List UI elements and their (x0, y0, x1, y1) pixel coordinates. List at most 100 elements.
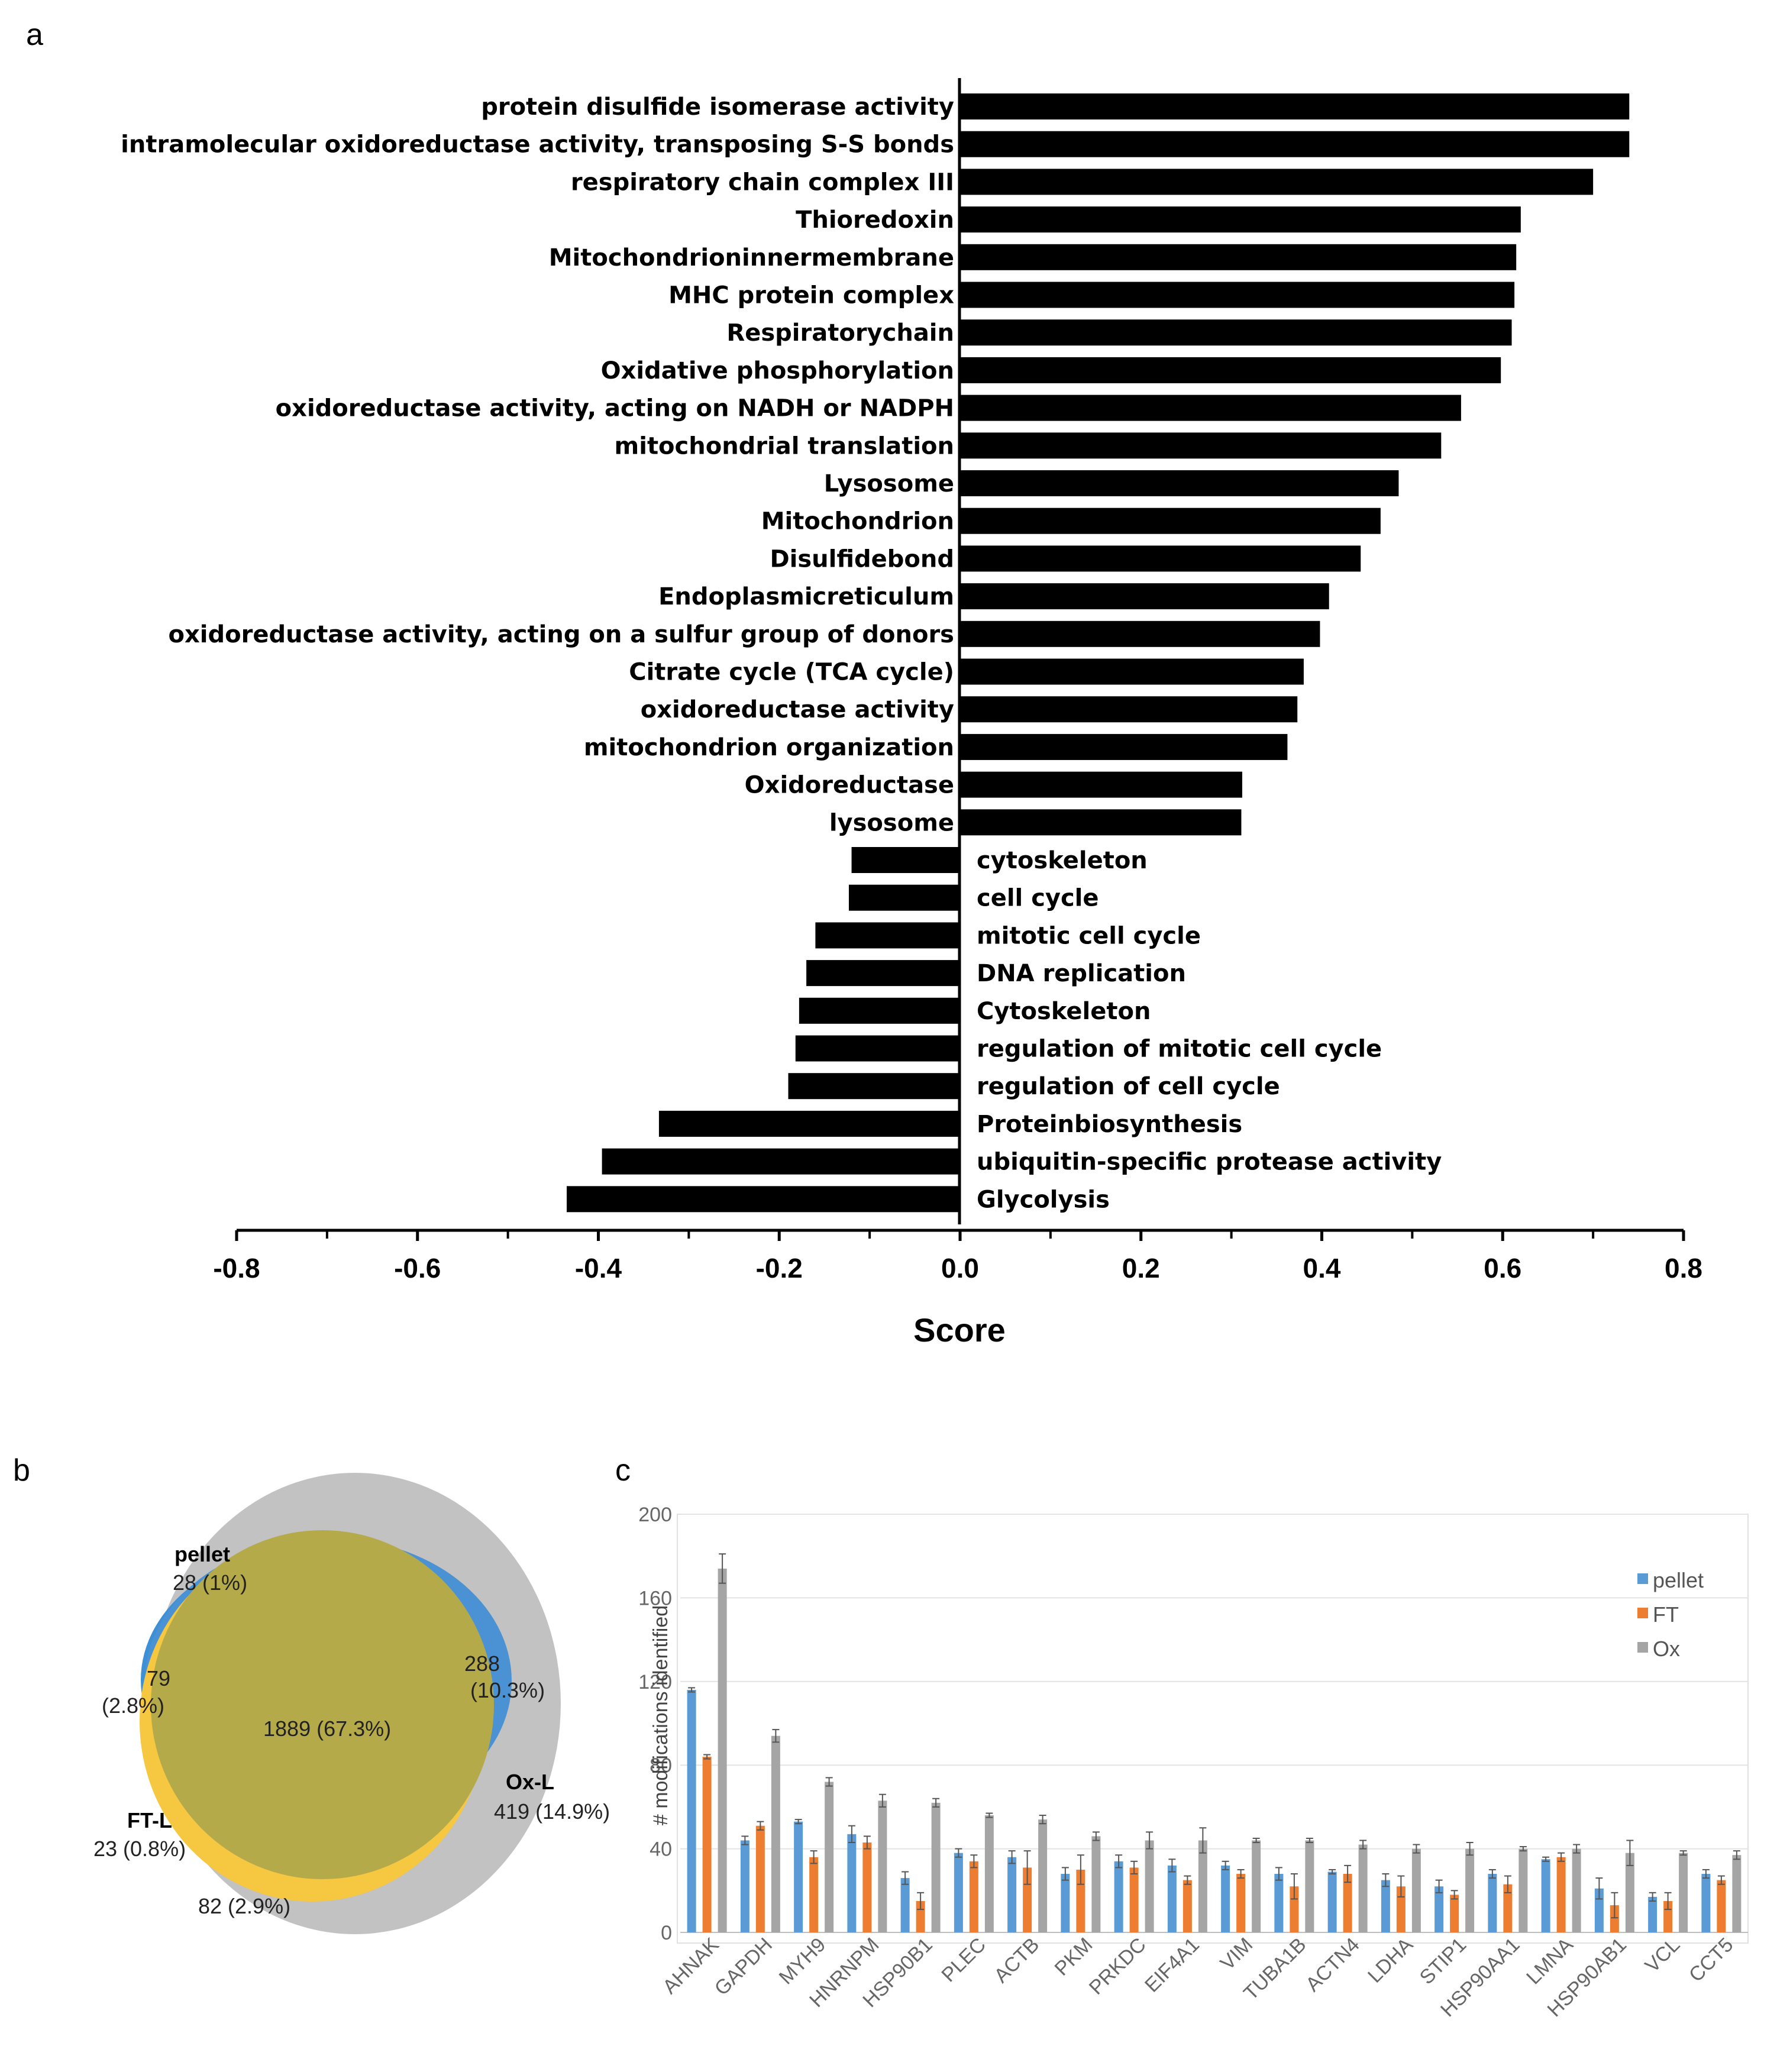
panel-c-gridlines: 0 40 80 120 160 200 (638, 1504, 1748, 1944)
bar-ox-ahnak (718, 1568, 727, 1932)
bar-cell-cycle (848, 884, 960, 911)
y-tick-label: 200 (638, 1504, 672, 1526)
x-tick-label: 0.0 (941, 1253, 979, 1284)
bar-lysosome (960, 809, 1242, 836)
y-tick-label: 40 (650, 1838, 672, 1861)
bar-ox-eif4a1 (1198, 1840, 1207, 1932)
bar-ubiquitin-specific-protease-activity (602, 1148, 960, 1175)
bar-glycolysis (566, 1186, 960, 1213)
label-regulation-of-cell-cycle: regulation of cell cycle (977, 1073, 1280, 1100)
bar-pellet-lmna (1541, 1859, 1550, 1932)
x-tick-label: 0.2 (1122, 1253, 1160, 1284)
bar-ft-gapdh (755, 1825, 765, 1932)
legend-label-pellet: pellet (1653, 1568, 1704, 1592)
panel-a-x-axis-title: Score (913, 1311, 1006, 1349)
bar-ox-actn4 (1358, 1844, 1368, 1932)
label-regulation-of-mitotic-cell-cycle: regulation of mitotic cell cycle (977, 1036, 1382, 1063)
venn-value-79-pct: (2.8%) (102, 1693, 164, 1718)
x-label-vim: VIM (1216, 1934, 1258, 1975)
bar-ox-plec (984, 1815, 994, 1932)
bar-mitotic-cell-cycle (815, 922, 960, 949)
label-oxidoreductase-activity-acting-on-a-sulfur-group-of-donors: oxidoreductase activity, acting on a sul… (169, 621, 954, 648)
bar-protein-disulfide-isomerase-activity (960, 93, 1630, 119)
bar-ft-plec (969, 1861, 978, 1932)
panel-c-plot-frame (677, 1514, 1749, 1944)
venn-value-288-pct: (10.3%) (470, 1678, 545, 1702)
label-cytoskeleton: Cytoskeleton (977, 998, 1151, 1025)
bar-pellet-hsp90aa1 (1488, 1874, 1497, 1932)
bar-pellet-vim (1221, 1865, 1230, 1932)
legend-swatch-ft (1637, 1608, 1648, 1618)
bar-ox-hsp90b1 (931, 1802, 941, 1932)
legend-swatch-ox (1637, 1642, 1648, 1653)
bar-lysosome (960, 470, 1399, 496)
bar-pellet-prkdc (1114, 1861, 1123, 1932)
bar-ft-prkdc (1129, 1867, 1139, 1932)
label-mitochondrial-translation: mitochondrial translation (615, 432, 954, 460)
panel-c-legend: pellet FT Ox (1637, 1568, 1704, 1661)
x-label-ldha: LDHA (1364, 1934, 1417, 1987)
bar-disulfidebond (960, 545, 1361, 572)
bar-ft-eif4a1 (1182, 1880, 1192, 1932)
bar-dna-replication (806, 960, 960, 987)
bar-mhc-protein-complex (960, 282, 1515, 308)
bar-ft-ldha (1396, 1886, 1406, 1932)
label-mitochondrion-organization: mitochondrion organization (584, 734, 954, 761)
label-cytoskeleton: cytoskeleton (977, 847, 1148, 874)
bar-ox-tuba1b (1305, 1840, 1314, 1932)
bar-citrate-cycle-tca-cycle (960, 658, 1304, 685)
bar-pellet-stip1 (1434, 1886, 1444, 1932)
bar-ox-cct5 (1732, 1855, 1742, 1932)
x-tick-label: 0.6 (1484, 1253, 1521, 1284)
bar-cytoskeleton (851, 847, 960, 873)
bar-mitochondrial-translation (960, 432, 1442, 459)
venn-value-center: 1889 (67.3%) (263, 1717, 391, 1741)
label-cell-cycle: cell cycle (977, 885, 1099, 912)
bar-pellet-hnrnpm (847, 1834, 857, 1932)
bar-ox-vim (1252, 1840, 1261, 1932)
bar-mitochondrioninnermembrane (960, 244, 1517, 270)
bar-pellet-ldha (1381, 1880, 1390, 1932)
bar-ox-hsp90ab1 (1625, 1853, 1634, 1932)
bar-ft-tuba1b (1290, 1886, 1299, 1932)
bar-ft-myh9 (809, 1857, 819, 1932)
label-mhc-protein-complex: MHC protein complex (668, 282, 954, 309)
bar-oxidoreductase-activity-acting-on-nadh-or-nadph (960, 395, 1461, 421)
bar-ft-hnrnpm (862, 1842, 872, 1932)
panel-c-grouped-bar-chart: 0 40 80 120 160 200 AHNAKGAPDHMYH9HNRNPMHSP90… (638, 1504, 1749, 2021)
bar-ox-gapdh (771, 1735, 780, 1932)
bar-ft-pkm (1076, 1869, 1085, 1932)
bar-pellet-actb (1007, 1857, 1017, 1932)
bar-pellet-hsp90b1 (900, 1878, 910, 1932)
bar-pellet-gapdh (740, 1840, 749, 1932)
label-mitochondrion: Mitochondrion (761, 508, 954, 535)
bar-pellet-pkm (1061, 1874, 1070, 1932)
label-oxidoreductase-activity: oxidoreductase activity (641, 696, 954, 723)
bar-regulation-of-cell-cycle (788, 1073, 960, 1100)
bar-pellet-tuba1b (1274, 1874, 1284, 1932)
bar-ft-hsp90aa1 (1503, 1884, 1513, 1932)
legend-swatch-pellet (1637, 1573, 1648, 1584)
bar-ft-actn4 (1343, 1874, 1352, 1932)
bar-oxidative-phosphorylation (960, 357, 1501, 383)
venn-label-ft-l: FT-L (127, 1808, 172, 1832)
venn-value-pellet: 28 (1%) (173, 1570, 247, 1595)
bar-ox-stip1 (1465, 1848, 1475, 1932)
bar-ox-hsp90aa1 (1518, 1848, 1528, 1932)
bar-respiratorychain (960, 319, 1512, 346)
x-tick-label: -0.2 (756, 1253, 803, 1284)
bar-oxidoreductase (960, 771, 1242, 798)
panel-a-bar-chart: protein disulfide isomerase activity intr… (121, 78, 1702, 1349)
x-tick-label: -0.6 (394, 1253, 441, 1284)
panel-b-venn-diagram: pellet 28 (1%) 288 (10.3%) 79 (2.8%) 188… (93, 1473, 610, 1934)
label-mitochondrioninnermembrane: Mitochondrioninnermembrane (549, 244, 954, 271)
label-disulfidebond: Disulfidebond (770, 545, 954, 573)
panel-b-letter: b (13, 1453, 30, 1488)
bar-ox-lmna (1572, 1848, 1581, 1932)
label-lysosome: lysosome (829, 809, 954, 836)
venn-overlap-region (151, 1530, 494, 1879)
bar-ox-ldha (1411, 1848, 1421, 1932)
bar-respiratory-chain-complex-iii (960, 169, 1594, 195)
bar-ft-ahnak (702, 1757, 712, 1932)
